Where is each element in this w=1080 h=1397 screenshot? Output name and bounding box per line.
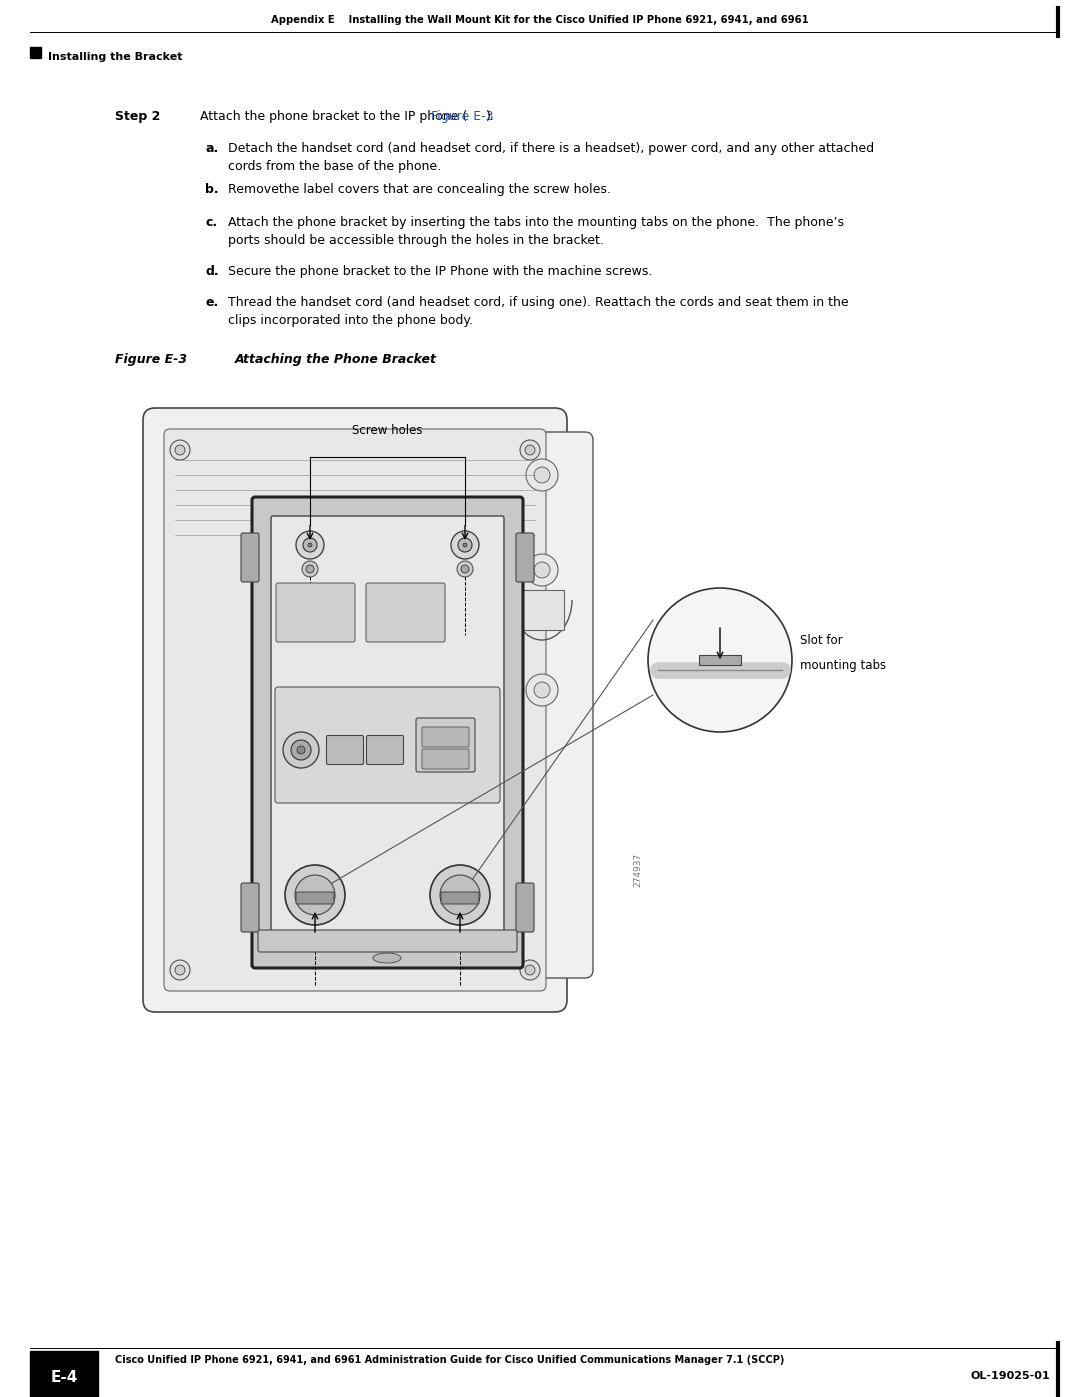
- Text: Slot for: Slot for: [800, 633, 842, 647]
- Text: Installing the Bracket: Installing the Bracket: [48, 52, 183, 61]
- Text: Step 2: Step 2: [114, 110, 160, 123]
- Text: c.: c.: [205, 217, 217, 229]
- FancyBboxPatch shape: [516, 883, 534, 932]
- Circle shape: [525, 965, 535, 975]
- Circle shape: [519, 440, 540, 460]
- Text: Cisco Unified IP Phone 6921, 6941, and 6961 Administration Guide for Cisco Unifi: Cisco Unified IP Phone 6921, 6941, and 6…: [114, 1355, 784, 1365]
- Text: e.: e.: [205, 296, 218, 309]
- Circle shape: [296, 531, 324, 559]
- Circle shape: [526, 555, 558, 585]
- Bar: [519, 590, 564, 630]
- FancyBboxPatch shape: [422, 749, 469, 768]
- Text: b.: b.: [205, 183, 218, 196]
- Circle shape: [519, 960, 540, 981]
- Circle shape: [534, 467, 550, 483]
- Text: Attaching the Phone Bracket: Attaching the Phone Bracket: [235, 353, 437, 366]
- Text: E-4: E-4: [51, 1370, 78, 1386]
- Text: Detach the handset cord (and headset cord, if there is a headset), power cord, a: Detach the handset cord (and headset cor…: [228, 142, 874, 173]
- Circle shape: [451, 531, 480, 559]
- Text: Appendix E    Installing the Wall Mount Kit for the Cisco Unified IP Phone 6921,: Appendix E Installing the Wall Mount Kit…: [271, 15, 809, 25]
- Text: Screw holes: Screw holes: [352, 425, 422, 437]
- Circle shape: [430, 865, 490, 925]
- FancyBboxPatch shape: [258, 930, 517, 951]
- FancyBboxPatch shape: [296, 893, 334, 904]
- Circle shape: [526, 460, 558, 490]
- Text: Figure E-3: Figure E-3: [114, 353, 187, 366]
- Circle shape: [302, 562, 318, 577]
- FancyBboxPatch shape: [275, 687, 500, 803]
- FancyBboxPatch shape: [164, 429, 546, 990]
- Text: mounting tabs: mounting tabs: [800, 658, 886, 672]
- Text: Attach the phone bracket to the IP phone (: Attach the phone bracket to the IP phone…: [200, 110, 468, 123]
- Circle shape: [440, 875, 480, 915]
- FancyBboxPatch shape: [366, 583, 445, 643]
- FancyBboxPatch shape: [241, 883, 259, 932]
- Text: a.: a.: [205, 142, 218, 155]
- Circle shape: [457, 562, 473, 577]
- Text: 274937: 274937: [634, 854, 643, 887]
- Circle shape: [175, 965, 185, 975]
- Text: Secure the phone bracket to the IP Phone with the machine screws.: Secure the phone bracket to the IP Phone…: [228, 265, 652, 278]
- Bar: [30, 47, 41, 59]
- Circle shape: [308, 543, 312, 548]
- Bar: [30, 1351, 98, 1397]
- FancyBboxPatch shape: [143, 408, 567, 1011]
- Circle shape: [461, 564, 469, 573]
- FancyBboxPatch shape: [326, 735, 364, 764]
- FancyBboxPatch shape: [252, 497, 523, 968]
- FancyBboxPatch shape: [366, 735, 404, 764]
- Circle shape: [534, 562, 550, 578]
- FancyBboxPatch shape: [416, 718, 475, 773]
- FancyBboxPatch shape: [516, 534, 534, 583]
- Circle shape: [534, 682, 550, 698]
- FancyBboxPatch shape: [276, 583, 355, 643]
- Circle shape: [306, 564, 314, 573]
- Circle shape: [526, 673, 558, 705]
- FancyBboxPatch shape: [271, 515, 504, 949]
- Text: d.: d.: [205, 265, 218, 278]
- FancyBboxPatch shape: [492, 432, 593, 978]
- Circle shape: [525, 446, 535, 455]
- Circle shape: [170, 440, 190, 460]
- Circle shape: [463, 543, 467, 548]
- Circle shape: [285, 865, 345, 925]
- FancyBboxPatch shape: [241, 534, 259, 583]
- Circle shape: [648, 588, 792, 732]
- Ellipse shape: [373, 953, 401, 963]
- Circle shape: [297, 746, 305, 754]
- Circle shape: [295, 875, 335, 915]
- Circle shape: [303, 538, 318, 552]
- Circle shape: [291, 740, 311, 760]
- Text: Removethe label covers that are concealing the screw holes.: Removethe label covers that are conceali…: [228, 183, 611, 196]
- Text: OL-19025-01: OL-19025-01: [970, 1370, 1050, 1382]
- Circle shape: [170, 960, 190, 981]
- Circle shape: [175, 446, 185, 455]
- Text: Figure E-3: Figure E-3: [431, 110, 494, 123]
- Circle shape: [458, 538, 472, 552]
- Text: Attach the phone bracket by inserting the tabs into the mounting tabs on the pho: Attach the phone bracket by inserting th…: [228, 217, 843, 247]
- FancyBboxPatch shape: [441, 893, 480, 904]
- Bar: [699, 655, 741, 665]
- Text: ).: ).: [486, 110, 495, 123]
- Text: Thread the handset cord (and headset cord, if using one). Reattach the cords and: Thread the handset cord (and headset cor…: [228, 296, 849, 327]
- Circle shape: [283, 732, 319, 768]
- FancyBboxPatch shape: [422, 726, 469, 747]
